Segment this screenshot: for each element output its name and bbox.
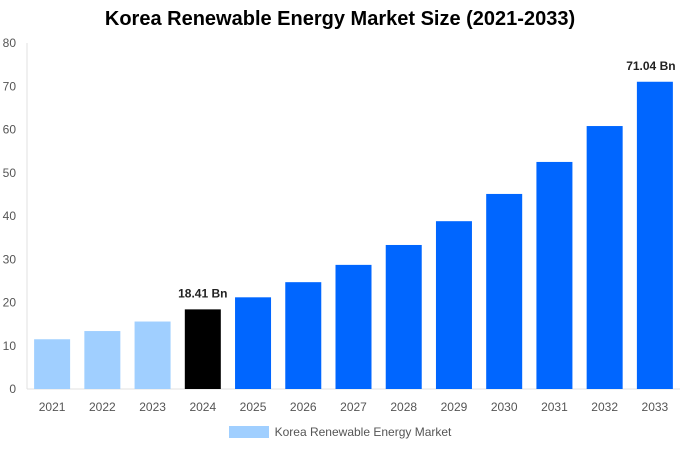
bar-2024 bbox=[184, 309, 221, 389]
y-tick-label: 70 bbox=[3, 79, 17, 93]
bar-2029 bbox=[435, 221, 472, 389]
x-tick-label: 2030 bbox=[491, 400, 518, 414]
chart-title: Korea Renewable Energy Market Size (2021… bbox=[104, 8, 576, 30]
bar-2030 bbox=[486, 193, 523, 389]
y-tick-label: 30 bbox=[3, 252, 17, 266]
y-tick-label: 10 bbox=[3, 339, 17, 353]
x-tick-label: 2023 bbox=[139, 400, 166, 414]
bar-2032 bbox=[586, 126, 623, 389]
legend-label: Korea Renewable Energy Market bbox=[274, 425, 452, 439]
y-tick-label: 60 bbox=[3, 123, 17, 137]
bar-2028 bbox=[385, 244, 422, 389]
bar-2021 bbox=[34, 339, 71, 389]
y-tick-label: 0 bbox=[9, 382, 16, 396]
x-tick-label: 2027 bbox=[340, 400, 367, 414]
bar-2027 bbox=[335, 264, 372, 389]
bar-2025 bbox=[235, 297, 272, 389]
x-tick-label: 2032 bbox=[591, 400, 618, 414]
bar-2033 bbox=[636, 81, 673, 389]
legend: Korea Renewable Energy Market bbox=[0, 425, 680, 439]
bar-2023 bbox=[134, 321, 171, 389]
bar-2031 bbox=[536, 161, 573, 389]
y-tick-label: 40 bbox=[3, 209, 17, 223]
x-tick-label: 2022 bbox=[89, 400, 116, 414]
x-tick-label: 2021 bbox=[39, 400, 66, 414]
x-tick-label: 2033 bbox=[642, 400, 669, 414]
bar-2026 bbox=[285, 282, 322, 389]
x-tick-label: 2024 bbox=[189, 400, 216, 414]
y-tick-label: 50 bbox=[3, 166, 17, 180]
data-label: 18.41 Bn bbox=[178, 286, 227, 300]
y-tick-label: 20 bbox=[3, 296, 17, 310]
y-tick-label: 80 bbox=[3, 36, 17, 50]
data-label: 71.04 Bn bbox=[626, 59, 675, 73]
x-tick-label: 2026 bbox=[290, 400, 317, 414]
x-tick-label: 2029 bbox=[441, 400, 468, 414]
x-tick-label: 2025 bbox=[240, 400, 267, 414]
x-tick-label: 2031 bbox=[541, 400, 568, 414]
bar-2022 bbox=[84, 331, 121, 389]
legend-swatch bbox=[228, 426, 269, 438]
x-tick-label: 2028 bbox=[390, 400, 417, 414]
